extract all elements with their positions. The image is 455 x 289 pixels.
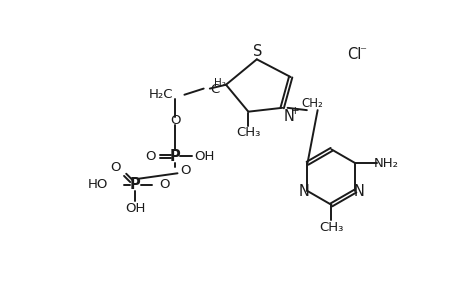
Text: OH: OH — [194, 150, 214, 163]
Text: S: S — [253, 44, 262, 59]
Text: +: + — [291, 105, 299, 116]
Text: ⁻: ⁻ — [359, 45, 365, 58]
Text: CH₃: CH₃ — [236, 126, 260, 139]
Text: H₂C: H₂C — [149, 88, 173, 101]
Text: N: N — [298, 184, 308, 199]
Text: O: O — [170, 114, 180, 127]
Text: P: P — [130, 177, 140, 192]
Text: HO: HO — [88, 178, 108, 191]
Text: H₂: H₂ — [214, 78, 226, 88]
Text: C: C — [209, 83, 218, 96]
Text: Cl: Cl — [346, 47, 360, 62]
Text: O: O — [145, 150, 156, 163]
Text: N: N — [353, 184, 364, 199]
Text: CH₃: CH₃ — [318, 221, 343, 234]
Text: P: P — [169, 149, 180, 164]
Text: O: O — [159, 178, 169, 191]
Text: N: N — [283, 109, 294, 124]
Text: OH: OH — [125, 202, 145, 215]
Text: CH₂: CH₂ — [301, 97, 323, 110]
Text: NH₂: NH₂ — [373, 157, 398, 170]
Text: O: O — [179, 164, 190, 177]
Text: O: O — [111, 161, 121, 174]
